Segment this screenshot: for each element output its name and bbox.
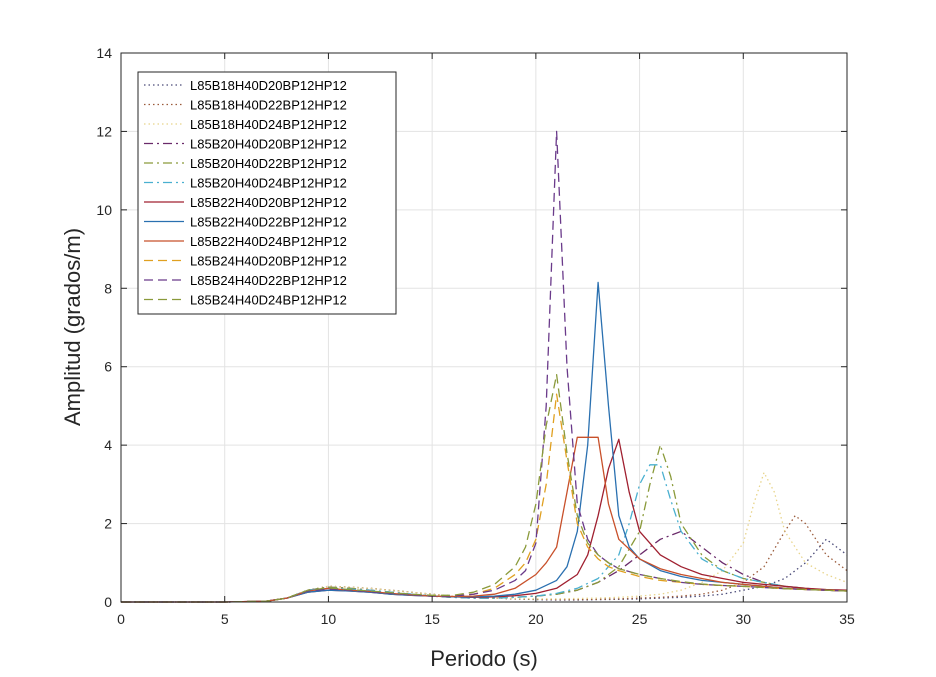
x-tick-label: 25: [632, 611, 648, 627]
series-line-5: [121, 444, 848, 603]
y-tick-label: 4: [104, 437, 112, 453]
legend-label-1: L85B18H40D20BP12HP12: [190, 78, 347, 93]
series-line-3: [121, 471, 848, 603]
axes: [120, 52, 848, 603]
legend-box: [137, 71, 397, 315]
legend: L85B18H40D20BP12HP12 L85B18H40D22BP12HP12…: [137, 71, 397, 315]
x-tick-label: 10: [321, 611, 337, 627]
legend-label-3: L85B18H40D24BP12HP12: [190, 117, 347, 132]
series-line-9: [121, 436, 848, 603]
legend-label-5: L85B20H40D22BP12HP12: [190, 156, 347, 171]
tick-labels: 0 5 10 15 20 25 30 35 0 2 4 6 8 10 12 14: [96, 45, 855, 627]
axes-box: [120, 52, 848, 603]
x-tick-label: 20: [528, 611, 544, 627]
legend-label-6: L85B20H40D24BP12HP12: [190, 176, 347, 191]
legend-label-4: L85B20H40D20BP12HP12: [190, 137, 347, 152]
series-layer: [121, 130, 848, 603]
y-tick-label: 14: [96, 45, 112, 61]
x-tick-label: 0: [117, 611, 125, 627]
legend-label-12: L85B24H40D24BP12HP12: [190, 293, 347, 308]
x-tick-label: 30: [735, 611, 751, 627]
series-line-11: [121, 130, 848, 603]
x-tick-label: 35: [839, 611, 855, 627]
x-tick-label: 5: [221, 611, 229, 627]
legend-label-8: L85B22H40D22BP12HP12: [190, 215, 347, 230]
x-axis-title: Periodo (s): [430, 646, 538, 671]
y-tick-label: 8: [104, 280, 112, 296]
x-tick-label: 15: [424, 611, 440, 627]
y-tick-label: 6: [104, 359, 112, 375]
legend-label-11: L85B24H40D22BP12HP12: [190, 273, 347, 288]
y-tick-label: 0: [104, 594, 112, 610]
y-tick-label: 10: [96, 202, 112, 218]
y-tick-label: 2: [104, 516, 112, 532]
series-line-12: [121, 373, 848, 603]
legend-label-10: L85B24H40D20BP12HP12: [190, 254, 347, 269]
y-axis-title: Amplitud (grados/m): [60, 228, 85, 426]
y-tick-label: 12: [96, 123, 112, 139]
legend-label-9: L85B22H40D24BP12HP12: [190, 234, 347, 249]
legend-label-2: L85B18H40D22BP12HP12: [190, 98, 347, 113]
legend-label-7: L85B22H40D20BP12HP12: [190, 195, 347, 210]
